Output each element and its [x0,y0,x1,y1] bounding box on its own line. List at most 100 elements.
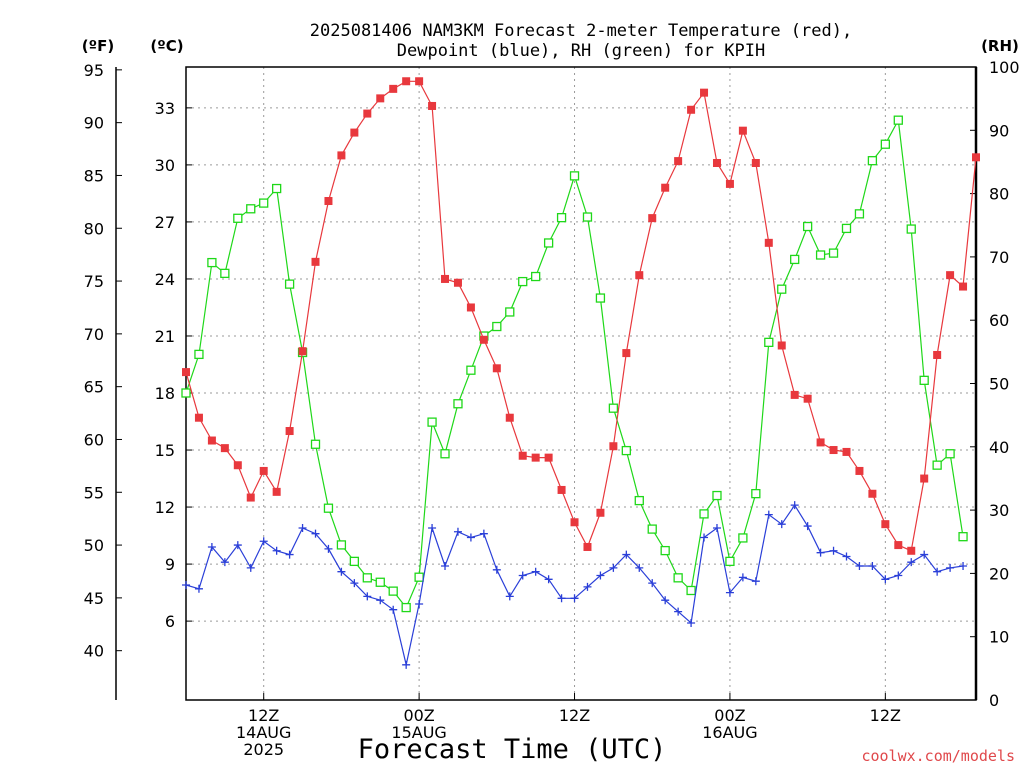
dewpoint-point-5 [246,563,255,572]
dewpoint-point-0 [182,580,190,589]
temperature-point-21 [453,278,462,287]
rh-tick-label-0: 0 [989,691,999,710]
fahrenheit-unit-label: (ºF) [82,37,114,55]
temperature-point-5 [246,493,255,502]
temperature-point-19 [428,101,437,110]
temperature-point-29 [557,485,566,494]
dewpoint-point-30 [570,594,579,603]
time-tick-label-3-1: 16AUG [702,723,757,742]
rh-point-44 [751,488,761,499]
data-series [181,77,980,669]
celsius-tick-label-3: 15 [155,441,175,460]
dewpoint-point-20 [441,561,450,570]
rh-point-47 [790,254,800,265]
celsius-tick-label-0: 6 [165,612,175,631]
temperature-point-44 [751,158,760,167]
dewpoint-point-4 [233,541,242,550]
rh-point-60 [958,532,968,542]
temperature-point-30 [570,518,579,527]
celsius-tick-label-4: 18 [155,384,175,403]
time-tick-label-1-1: 15AUG [391,723,446,742]
temperature-point-55 [894,541,903,550]
dewpoint-point-22 [466,533,475,542]
rh-point-3 [220,268,230,279]
temperature-point-13 [350,128,359,137]
rh-point-51 [841,223,852,234]
dewpoint-point-58 [933,567,942,576]
rh-point-7 [272,183,282,194]
dewpoint-point-25 [505,592,514,601]
temperature-point-41 [712,158,721,167]
rh-point-25 [505,307,515,317]
temperature-point-46 [777,341,786,350]
temperature-point-22 [466,303,475,312]
temperature-point-3 [220,444,229,453]
celsius-tick-label-6: 24 [155,270,175,289]
rh-point-48 [802,221,813,232]
rh-point-0 [181,388,191,398]
rh-point-11 [323,503,334,513]
celsius-tick-label-2: 12 [155,498,175,517]
rh-tick-label-3: 30 [989,501,1009,520]
temperature-point-37 [661,183,670,192]
rh-point-53 [867,156,878,166]
rh-point-15 [375,577,385,587]
dewpoint-point-50 [829,546,838,555]
rh-point-38 [673,573,683,583]
rh-point-35 [634,495,644,506]
dewpoint-point-45 [764,510,773,519]
rh-point-13 [349,556,360,567]
rh-point-34 [621,445,631,456]
rh-point-24 [492,321,502,332]
rh-point-30 [569,171,580,181]
rh-point-39 [686,585,696,596]
dewpoint-point-18 [415,600,424,609]
rh-point-46 [777,284,787,294]
rh-point-21 [453,399,463,409]
dewpoint-point-2 [207,542,216,551]
temperature-point-31 [583,542,592,551]
temperature-point-14 [363,109,372,118]
temperature-point-35 [635,271,644,280]
temperature-point-18 [415,77,424,86]
temperature-point-8 [285,427,294,436]
rh-point-6 [259,198,269,208]
time-tick-label-2-0: 12Z [559,706,590,725]
rh-point-45 [764,337,774,348]
celsius-tick-label-7: 27 [155,213,175,232]
rh-point-36 [647,524,657,534]
rh-point-16 [388,586,398,596]
temperature-point-16 [389,84,398,93]
dewpoint-point-51 [842,552,851,561]
rh-point-49 [815,250,826,260]
temperature-point-23 [479,335,488,344]
rh-point-32 [595,293,606,303]
temperature-point-50 [829,446,838,455]
rh-point-4 [233,213,243,223]
dewpoint-point-17 [402,660,411,669]
rh-point-59 [945,449,955,459]
dewpoint-point-38 [674,607,683,616]
dewpoint-point-39 [687,619,696,628]
time-tick-label-1-0: 00Z [403,706,434,725]
dewpoint-point-1 [194,584,203,593]
rh-tick-label-7: 70 [989,248,1009,267]
temperature-point-20 [441,274,450,283]
dewpoint-point-46 [777,520,786,529]
temperature-point-6 [259,466,268,475]
rh-point-27 [531,271,541,282]
dewpoint-point-3 [220,558,229,567]
dewpoint-point-11 [324,544,333,553]
temperature-point-54 [881,520,890,529]
temperature-point-58 [933,350,942,359]
dewpoint-point-28 [544,575,553,584]
temperature-series [182,77,980,555]
fahrenheit-tick-label-11: 95 [84,61,104,80]
rh-tick-label-6: 60 [989,311,1009,330]
temperature-point-59 [946,271,955,280]
temperature-point-0 [182,368,190,377]
celsius-tick-label-9: 33 [155,99,175,118]
dewpoint-point-41 [712,523,721,532]
temperature-point-61 [972,153,980,162]
dewpoint-point-15 [376,596,385,605]
